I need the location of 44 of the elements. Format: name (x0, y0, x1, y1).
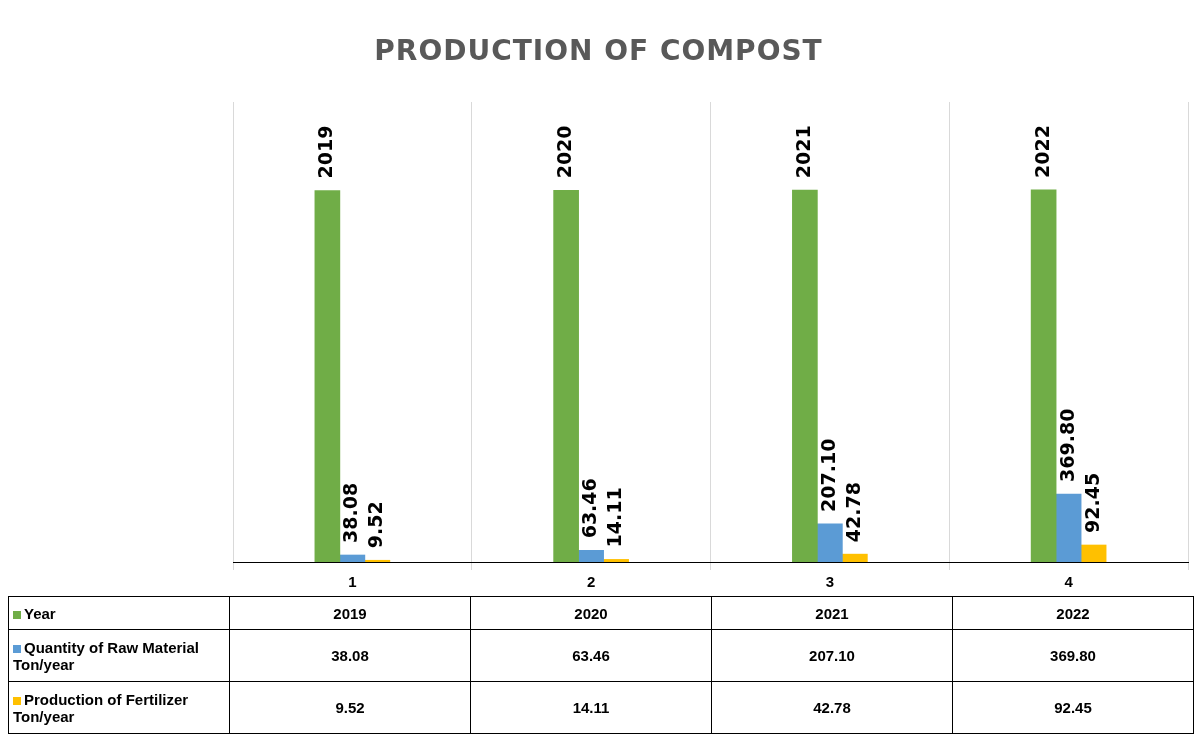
text: 2021 (791, 125, 814, 179)
legend-label: Production of Fertilizer Ton/year (8, 681, 230, 734)
text: 14.11 (603, 487, 626, 548)
bar (842, 553, 868, 562)
bar (364, 559, 391, 562)
text: 2020 (553, 125, 576, 179)
bar (339, 554, 366, 562)
data-label: 63.46 (470, 629, 712, 682)
bar (1030, 189, 1057, 562)
data-label: 9.52 (229, 681, 471, 734)
x-tick-label: 1 (348, 573, 357, 591)
text: 207.10 (816, 438, 839, 512)
x-tick-label: 4 (1064, 573, 1074, 591)
bar (792, 189, 818, 562)
x-tick-label: 2 (586, 573, 596, 591)
x-tick-label: 3 (825, 573, 835, 591)
data-label: 2020 (470, 596, 712, 630)
bar (1055, 493, 1082, 562)
bar (578, 549, 604, 562)
data-label: 38.08 (229, 629, 471, 682)
data-label: 2022 (952, 596, 1194, 630)
bar (1080, 544, 1107, 562)
text: 38.08 (339, 482, 362, 543)
bar (603, 559, 629, 562)
text: 42.78 (841, 482, 864, 543)
data-label: 92.45 (952, 681, 1194, 734)
bar (314, 190, 341, 562)
legend-label: Quantity of Raw Material Ton/year (8, 629, 230, 682)
bar (553, 189, 579, 562)
data-label: 2019 (229, 596, 471, 630)
text: 63.46 (578, 478, 601, 539)
data-label: 369.80 (952, 629, 1194, 682)
data-label: 14.11 (470, 681, 712, 734)
data-label: 207.10 (711, 629, 953, 682)
data-label: 2021 (711, 596, 953, 630)
bar (817, 523, 843, 562)
text: 92.45 (1080, 472, 1103, 533)
text: 9.52 (364, 501, 387, 549)
text: 2022 (1030, 125, 1053, 178)
chart-title: PRODUCTION OF COMPOST (373, 34, 824, 67)
data-label: 42.78 (711, 681, 953, 734)
text: 2019 (314, 125, 337, 179)
text: 369.80 (1055, 408, 1078, 482)
legend-label: Year (8, 596, 230, 630)
